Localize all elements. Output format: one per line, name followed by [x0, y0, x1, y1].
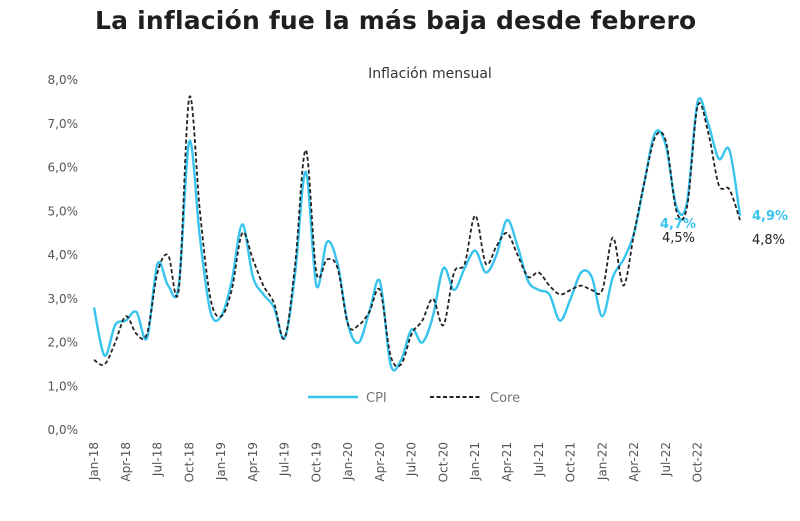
- x-tick-label: Jan-20: [341, 442, 355, 481]
- x-tick-label: Jan-22: [595, 442, 609, 481]
- page-title: La inflación fue la más baja desde febre…: [95, 6, 697, 35]
- x-tick-label: Apr-18: [119, 442, 133, 482]
- x-axis: Jan-18 Apr-18 Jul-18 Oct-18 Jan-19 Apr-19 Jul-…: [87, 442, 705, 482]
- core-line: [93, 95, 741, 368]
- y-tick-label: 4,0%: [48, 248, 79, 262]
- y-tick-label: 2,0%: [48, 336, 79, 350]
- core-end-label: 4,8%: [752, 233, 785, 248]
- core-secondary-label: 4,5%: [662, 231, 695, 246]
- legend: CPI Core: [308, 391, 520, 406]
- legend-cpi-label: CPI: [366, 391, 387, 406]
- x-tick-label: Oct-21: [564, 442, 578, 482]
- x-tick-label: Oct-19: [309, 442, 323, 482]
- x-tick-label: Apr-22: [627, 442, 641, 482]
- y-axis: 0,0% 1,0% 2,0% 3,0% 4,0% 5,0% 6,0% 7,0% 8,0%: [48, 73, 79, 437]
- series-layer: [92, 95, 742, 372]
- x-tick-label: Jan-19: [214, 442, 228, 481]
- x-tick-label: Oct-22: [691, 442, 705, 482]
- x-tick-label: Oct-20: [436, 442, 450, 482]
- x-tick-label: Apr-20: [373, 442, 387, 482]
- y-tick-label: 1,0%: [48, 379, 79, 393]
- x-tick-label: Apr-21: [500, 442, 514, 482]
- y-tick-label: 3,0%: [48, 292, 79, 306]
- legend-core-label: Core: [490, 391, 520, 406]
- chart-subtitle: Inflación mensual: [368, 66, 492, 82]
- x-tick-label: Oct-18: [182, 442, 196, 482]
- y-tick-label: 6,0%: [48, 161, 79, 175]
- cpi-line: [92, 97, 742, 372]
- x-tick-label: Jul-19: [278, 442, 292, 477]
- y-tick-label: 0,0%: [48, 423, 79, 437]
- y-tick-label: 8,0%: [48, 73, 79, 87]
- x-tick-label: Apr-19: [246, 442, 260, 482]
- y-tick-label: 7,0%: [48, 117, 79, 131]
- annotations: 4,9% 4,8% 4,7%4,5%: [660, 209, 788, 248]
- cpi-end-label: 4,9%: [752, 209, 788, 224]
- y-tick-label: 5,0%: [48, 204, 79, 218]
- cpi-secondary-label: 4,7%: [660, 217, 696, 232]
- x-tick-label: Jul-22: [659, 442, 673, 477]
- x-tick-label: Jul-21: [532, 442, 546, 477]
- x-tick-label: Jan-21: [468, 442, 482, 481]
- x-tick-label: Jan-18: [87, 442, 101, 481]
- x-tick-label: Jul-20: [405, 442, 419, 477]
- x-tick-label: Jul-18: [151, 442, 165, 477]
